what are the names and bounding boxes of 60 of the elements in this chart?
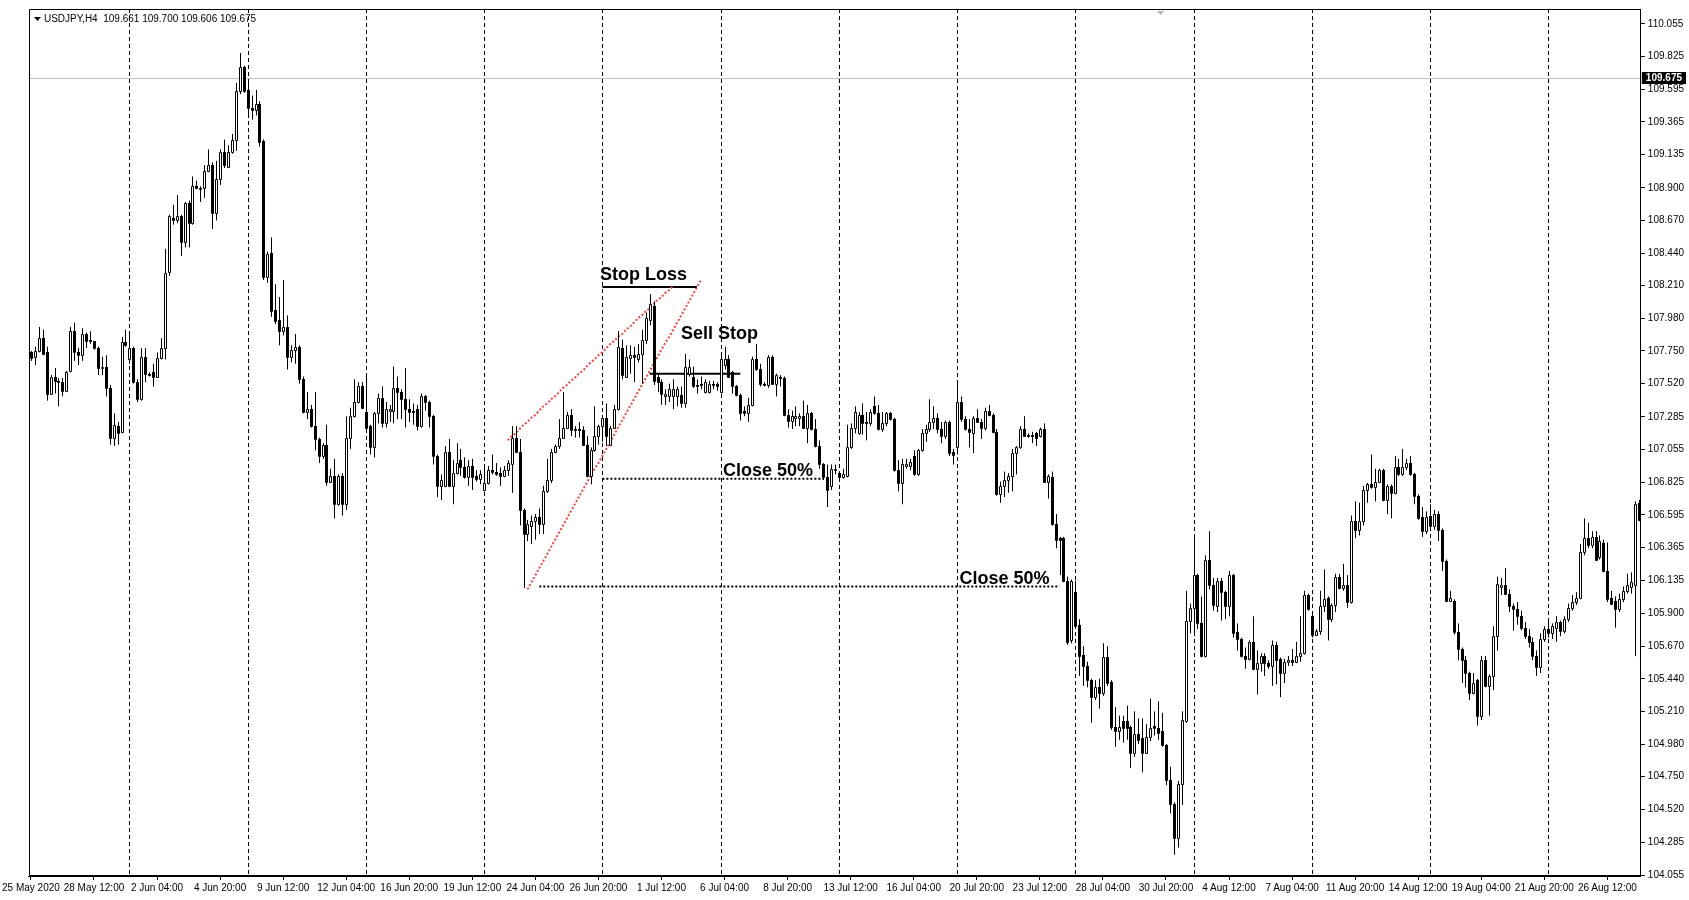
x-tick-label: 28 Jul 04:00 (1075, 881, 1131, 893)
x-tick-label: 28 May 12:00 (63, 881, 125, 893)
x-tick-label: 6 Jul 04:00 (700, 881, 750, 893)
x-tick-label: 16 Jun 20:00 (380, 881, 439, 893)
x-tick-label: 26 Jun 20:00 (569, 881, 628, 893)
y-tick-label: 107.520 (1647, 377, 1685, 389)
y-tick-label: 107.055 (1647, 443, 1685, 455)
x-tick-label: 25 May 2020 (2, 881, 61, 893)
x-tick-label: 19 Aug 04:00 (1451, 881, 1512, 893)
y-tick-label: 104.980 (1647, 737, 1685, 749)
x-tick-label: 11 Aug 20:00 (1326, 881, 1385, 893)
y-tick-label: 107.285 (1647, 410, 1685, 422)
series-label: Close 50% (723, 459, 814, 480)
x-tick-label: 13 Jul 12:00 (823, 881, 879, 893)
y-tick-label: 105.900 (1647, 607, 1685, 619)
x-tick-label: 2 Jun 04:00 (130, 881, 184, 893)
line-series (506, 284, 675, 442)
y-tick-label: 105.440 (1647, 672, 1685, 684)
x-tick-label: 1 Jul 12:00 (637, 881, 687, 893)
x-tick-label: 20 Jul 20:00 (949, 881, 1005, 893)
x-tick-label: 9 Jun 12:00 (257, 881, 310, 893)
y-tick-label: 107.750 (1647, 344, 1685, 356)
x-tick-label: 19 Jun 12:00 (443, 881, 502, 893)
x-tick-label: 30 Jul 20:00 (1138, 881, 1194, 893)
x-tick-label: 8 Jul 20:00 (763, 881, 813, 893)
y-tick-label: 105.210 (1647, 705, 1685, 717)
x-tick-label: 24 Jun 04:00 (506, 881, 565, 893)
y-tick-label: 108.670 (1647, 214, 1685, 226)
y-tick-label: 106.825 (1647, 475, 1685, 487)
ref-line-label: 109.675 (1645, 72, 1683, 84)
y-tick-label: 108.900 (1647, 181, 1685, 193)
y-tick-label: 109.365 (1647, 115, 1685, 127)
series-label: Stop Loss (599, 264, 687, 285)
y-tick-label: 106.365 (1647, 541, 1685, 553)
x-tick-label: 23 Jul 12:00 (1012, 881, 1068, 893)
x-tick-label: 4 Aug 12:00 (1202, 881, 1257, 893)
x-tick-label: 26 Aug 12:00 (1577, 881, 1638, 893)
y-tick-label: 108.440 (1647, 246, 1685, 258)
series-label: Sell Stop (680, 322, 758, 343)
x-tick-label: 21 Aug 20:00 (1514, 881, 1575, 893)
y-tick-label: 104.750 (1647, 770, 1685, 782)
series-label: Close 50% (959, 567, 1050, 588)
y-tick-label: 106.135 (1647, 573, 1685, 585)
y-tick-label: 109.595 (1647, 82, 1685, 94)
y-tick-label: 104.520 (1647, 803, 1685, 815)
y-tick-label: 104.285 (1647, 836, 1685, 848)
x-tick-label: 4 Jun 20:00 (193, 881, 247, 893)
y-tick-label: 109.825 (1647, 50, 1685, 62)
chart-title: USDJPY,H4 109.661 109.700 109.606 109.675 (43, 12, 257, 24)
x-tick-label: 7 Aug 04:00 (1265, 881, 1320, 893)
y-tick-label: 110.055 (1647, 17, 1684, 29)
y-tick-label: 106.595 (1647, 508, 1685, 520)
y-tick-label: 107.980 (1647, 312, 1685, 324)
y-tick-label: 108.210 (1647, 279, 1685, 291)
y-tick-label: 109.135 (1647, 148, 1685, 160)
y-tick-label: 105.670 (1647, 639, 1685, 651)
y-tick-label: 104.055 (1647, 869, 1685, 881)
x-tick-label: 16 Jul 04:00 (886, 881, 942, 893)
x-tick-label: 12 Jun 04:00 (317, 881, 376, 893)
x-tick-label: 14 Aug 12:00 (1388, 881, 1449, 893)
